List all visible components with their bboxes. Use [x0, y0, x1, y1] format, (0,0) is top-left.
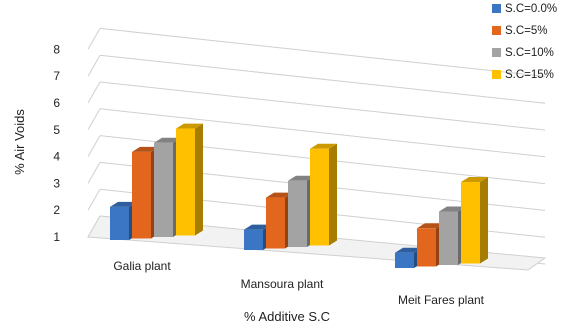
bar — [176, 123, 203, 236]
y-tick-label: 4 — [53, 150, 60, 164]
side-gridline — [87, 188, 101, 211]
x-axis-label: % Additive S.C — [244, 309, 330, 324]
category-label: Galia plant — [113, 259, 171, 273]
legend-label: S.C=0.0% — [505, 3, 557, 15]
legend-label: S.C=10% — [505, 47, 554, 59]
gridline — [99, 27, 546, 77]
category-label: Meit Fares plant — [398, 293, 485, 307]
bar-front — [244, 229, 263, 250]
legend-swatch — [492, 70, 501, 79]
side-gridline — [87, 108, 101, 131]
category-labels: Galia plant Mansoura plant Meit Fares plan… — [113, 259, 484, 307]
bar-top — [176, 123, 203, 129]
bar-top — [132, 146, 159, 152]
gridline — [99, 108, 546, 158]
bar-front — [439, 211, 458, 265]
y-tick-label: 6 — [53, 96, 60, 110]
side-gridline — [87, 28, 101, 50]
bar — [461, 177, 488, 264]
side-gridline — [87, 162, 101, 184]
bar-front — [310, 148, 329, 246]
y-tick-labels: 1 2 3 4 5 6 7 8 — [53, 42, 60, 244]
bar-top — [417, 223, 444, 229]
legend-swatch — [492, 26, 501, 35]
bar-side — [195, 123, 203, 236]
side-gridline — [87, 81, 101, 104]
side-gridline — [87, 135, 101, 157]
gridline — [99, 81, 546, 131]
y-tick-label: 5 — [53, 123, 60, 137]
legend-swatch — [492, 48, 501, 57]
y-tick-label: 2 — [53, 203, 60, 217]
bar-front — [266, 197, 285, 249]
bar-top — [439, 206, 466, 212]
legend-label: S.C=5% — [505, 25, 548, 37]
y-tick-label: 8 — [53, 42, 60, 56]
y-axis-label: % Air Voids — [12, 109, 27, 175]
y-tick-label: 3 — [53, 176, 60, 190]
bar — [310, 143, 337, 246]
legend-label: S.C=15% — [505, 69, 554, 81]
bar-top — [395, 247, 422, 253]
y-tick-label: 1 — [53, 230, 60, 244]
bar-top — [154, 137, 181, 143]
bar-front — [176, 128, 195, 236]
bar-front — [288, 180, 307, 247]
bar-side — [329, 143, 337, 246]
bar-top — [288, 175, 315, 181]
gridline — [99, 54, 546, 104]
bar-front — [132, 151, 151, 239]
bar-side — [480, 177, 488, 264]
bar-top — [244, 224, 271, 230]
category-label: Mansoura plant — [241, 277, 324, 291]
bars — [110, 123, 488, 268]
bar-front — [395, 252, 414, 268]
bar-top — [266, 192, 293, 198]
bar-top — [110, 201, 137, 207]
bar-top — [310, 143, 337, 149]
bar-top — [461, 177, 488, 183]
bar-front — [154, 142, 173, 237]
y-tick-label: 7 — [53, 69, 60, 83]
legend-swatch — [492, 4, 501, 13]
bar-front — [461, 182, 480, 264]
bar-front — [417, 228, 436, 267]
side-gridline — [87, 54, 101, 77]
legend: S.C=0.0% S.C=5% S.C=10% S.C=15% — [492, 3, 557, 81]
bar-front — [110, 206, 129, 240]
